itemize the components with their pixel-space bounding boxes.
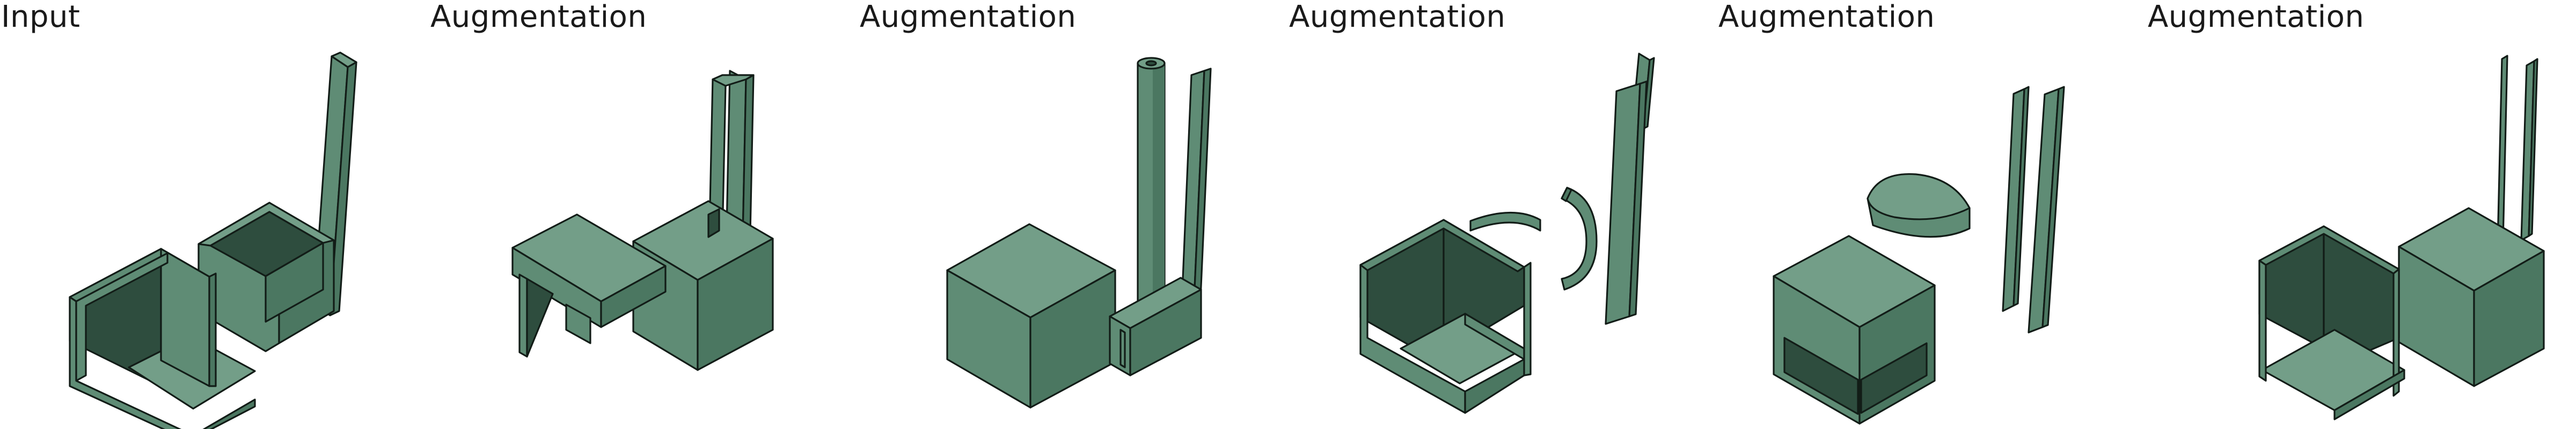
panel-augmentation-5: Augmentation xyxy=(2147,0,2576,429)
cad-model-augmentation-1 xyxy=(429,38,859,429)
cad-model-augmentation-3 xyxy=(1288,38,1717,429)
panel-augmentation-1: Augmentation xyxy=(429,0,859,429)
cad-model-augmentation-2 xyxy=(859,38,1288,429)
panel-augmentation-2: Augmentation xyxy=(859,0,1288,429)
panel-label: Input xyxy=(1,0,80,34)
cad-model-input xyxy=(0,38,429,429)
panel-label: Augmentation xyxy=(430,0,647,34)
panel-augmentation-4: Augmentation xyxy=(1717,0,2147,429)
cad-model-augmentation-5 xyxy=(2147,38,2576,429)
cad-model-augmentation-4 xyxy=(1717,38,2147,429)
panel-label: Augmentation xyxy=(2148,0,2365,34)
panel-input: Input xyxy=(0,0,429,429)
panel-label: Augmentation xyxy=(1718,0,1935,34)
panel-label: Augmentation xyxy=(860,0,1077,34)
panel-augmentation-3: Augmentation xyxy=(1288,0,1717,429)
panel-label: Augmentation xyxy=(1289,0,1506,34)
